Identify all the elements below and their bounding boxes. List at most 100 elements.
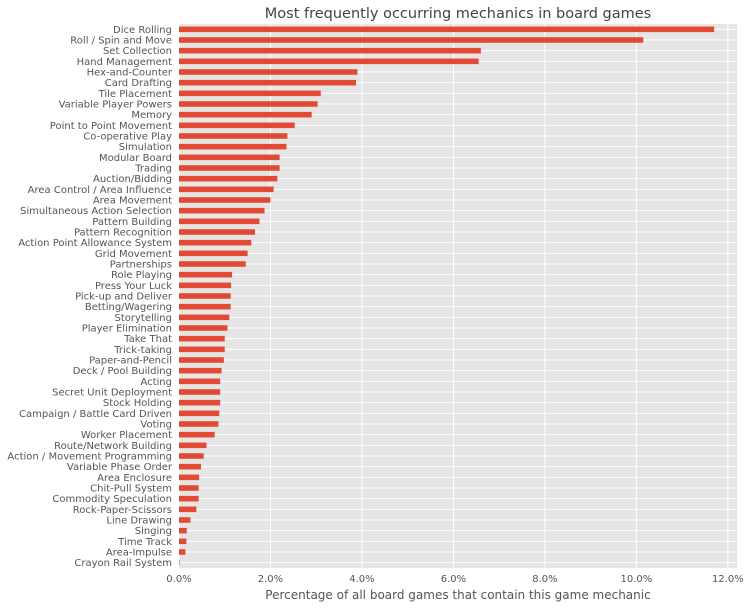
bar [179,336,225,342]
bar [179,133,287,139]
bar [179,421,218,427]
bar [179,400,220,406]
category-label: Area-Impulse [106,548,172,559]
category-label: Memory [131,110,172,121]
category-label: Variable Phase Order [67,462,173,473]
x-tick-label: 2.0% [258,574,283,585]
bar [179,389,220,395]
bar [179,229,255,235]
category-label: Hex-and-Counter [87,68,173,79]
bar [179,528,187,534]
category-label: Acting [140,377,172,388]
bar [179,432,215,438]
category-label: Betting/Wagering [85,302,172,313]
category-label: Point to Point Movement [50,121,172,132]
bar [179,485,199,491]
bar [179,453,204,459]
category-label: Pattern Recognition [74,228,172,239]
category-label: Partnerships [110,260,172,271]
category-label: Roll / Spin and Move [70,36,172,47]
category-label: Deck / Pool Building [73,366,172,377]
category-label: Trick-taking [113,345,172,356]
bar [179,123,295,129]
bar [179,411,219,417]
category-label: Stock Holding [103,398,172,409]
bar [179,155,280,161]
category-label: Simulation [119,142,172,153]
bar [179,357,224,363]
category-label: Time Track [117,537,172,548]
bar [179,315,229,321]
x-axis-label: Percentage of all board games that conta… [265,588,650,602]
bar [179,293,231,299]
bar [179,59,479,65]
category-label: Action Point Allowance System [18,238,172,249]
category-label: Trading [134,164,172,175]
bar [179,69,357,75]
category-label: Area Enclosure [97,473,172,484]
bar [179,91,321,97]
bar [179,507,196,513]
category-label: Action / Movement Programming [7,452,172,463]
bar [179,496,199,502]
category-label: Area Control / Area Influence [28,185,172,196]
bar [179,325,227,331]
x-tick-label: 4.0% [349,574,374,585]
bar [179,347,225,353]
category-label: Variable Player Powers [59,100,172,111]
bar [179,219,259,225]
category-label: Line Drawing [106,516,172,527]
bar [179,549,185,555]
category-label: Role Playing [111,270,172,281]
bar [179,539,186,545]
bar [179,368,222,374]
x-tick-label: 12.0% [712,574,744,585]
bar [179,187,274,193]
x-axis-ticks: 0.0%2.0%4.0%6.0%8.0%10.0%12.0% [166,574,743,585]
bar [179,208,265,214]
category-label: Voting [140,420,172,431]
bar [179,176,277,182]
category-label: Rock-Paper-Scissors [73,505,172,516]
bar [179,101,318,107]
category-label: Crayon Rail System [74,558,172,569]
category-label: Grid Movement [95,249,172,260]
x-tick-label: 0.0% [166,574,191,585]
bar [179,283,231,289]
category-label: Chit-Pull System [90,484,172,495]
bar [179,37,643,43]
category-label: Player Elimination [82,324,172,335]
bar [179,272,232,278]
category-label: Route/Network Building [54,441,172,452]
bar [179,240,251,246]
category-label: Modular Board [99,153,172,164]
category-label: Auction/Bidding [93,174,172,185]
category-label: Secret Unit Deployment [52,388,172,399]
bar [179,517,190,523]
category-label: Set Collection [103,46,172,57]
category-label: Worker Placement [81,430,172,441]
category-label: Pick-up and Deliver [75,292,173,303]
bar [179,27,714,33]
bar [179,48,481,54]
bar [179,379,220,385]
bar [179,464,201,470]
bar [179,80,356,86]
category-label: Take That [123,334,172,345]
category-label: Simultaneous Action Selection [20,206,172,217]
category-label: Co-operative Play [83,132,172,143]
bar [179,197,270,203]
bar [179,112,312,118]
bar [179,261,246,267]
bar [179,304,231,310]
category-label: Dice Rolling [113,25,172,36]
category-label: Paper-and-Pencil [89,356,172,367]
category-label: Press Your Luck [95,281,172,292]
bar [179,251,248,257]
bar [179,443,206,449]
category-label: Card Drafting [105,78,172,89]
category-label: Tile Placement [98,89,173,100]
category-label: Pattern Building [92,217,172,228]
